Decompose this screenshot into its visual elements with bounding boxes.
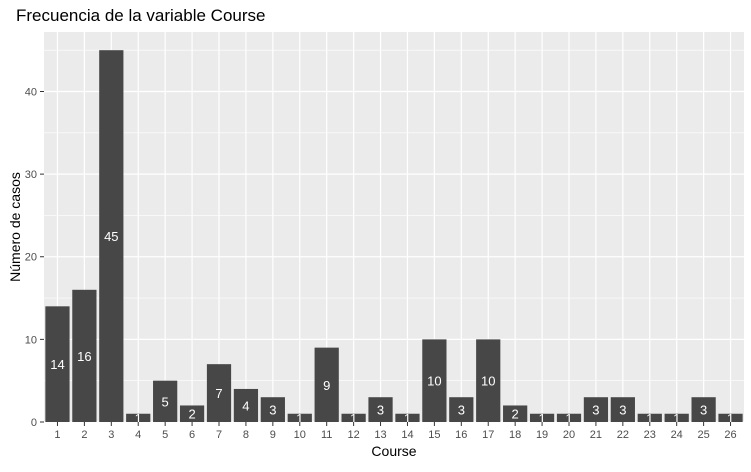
bars	[45, 50, 743, 422]
bar	[637, 413, 662, 422]
bar	[503, 405, 528, 422]
x-tick-label: 1	[54, 429, 60, 441]
x-tick-label: 22	[617, 429, 629, 441]
bar	[718, 413, 743, 422]
bar-value-label: 2	[188, 407, 195, 422]
bar	[583, 397, 609, 422]
bar-value-label: 3	[700, 403, 707, 418]
x-tick-label: 21	[590, 429, 602, 441]
bar	[449, 397, 474, 422]
bar	[529, 413, 555, 422]
x-tick-label: 4	[135, 429, 141, 441]
y-axis: 0 10 20 30 40	[25, 86, 44, 429]
bar-value-label: 2	[512, 407, 519, 422]
x-tick-label: 14	[401, 429, 413, 441]
bar	[233, 388, 259, 422]
bar	[45, 306, 70, 422]
y-tick-label: 10	[25, 334, 37, 346]
bar-value-label: 1	[350, 411, 357, 426]
bar-value-label: 1	[135, 411, 142, 426]
bar	[314, 347, 339, 422]
bar-value-label: 1	[538, 411, 545, 426]
x-tick-label: 24	[671, 429, 683, 441]
y-tick-label: 20	[25, 252, 37, 264]
bar-value-label: 1	[404, 411, 411, 426]
x-tick-label: 17	[482, 429, 494, 441]
bar	[476, 339, 501, 422]
bar-value-label: 3	[458, 403, 465, 418]
bar-value-label: 10	[427, 374, 441, 389]
bar-value-label: 1	[296, 411, 303, 426]
y-tick-label: 0	[31, 417, 37, 429]
bar	[72, 289, 97, 422]
x-tick-label: 2	[81, 429, 87, 441]
bar-value-label: 16	[77, 349, 91, 364]
bar	[691, 397, 716, 422]
x-tick-label: 25	[697, 429, 709, 441]
x-tick-label: 5	[162, 429, 168, 441]
bar	[287, 413, 312, 422]
bar	[341, 413, 366, 422]
bar	[664, 413, 689, 422]
bar-value-label: 10	[481, 374, 495, 389]
x-tick-label: 9	[270, 429, 276, 441]
x-tick-label: 16	[455, 429, 467, 441]
bar-value-label: 3	[619, 403, 626, 418]
x-tick-label: 7	[216, 429, 222, 441]
x-axis: 1 2 3 4 5 6 7 8 9 10 11 12 13 14 15 16 17 18 19 20 21 22 23 24 2…	[54, 422, 737, 441]
x-tick-label: 26	[724, 429, 736, 441]
bar-value-label: 3	[269, 403, 276, 418]
bar-value-label: 7	[215, 386, 222, 401]
bar-value-label: 45	[104, 229, 118, 244]
bar-value-label: 5	[162, 394, 169, 409]
bar	[179, 405, 205, 422]
bar-value-label: 14	[50, 357, 64, 372]
x-tick-label: 19	[536, 429, 548, 441]
x-tick-label: 13	[374, 429, 386, 441]
bar	[260, 397, 285, 422]
plot-panel	[44, 32, 744, 422]
bar	[99, 50, 124, 422]
x-tick-label: 8	[243, 429, 249, 441]
bar-value-label: 9	[323, 378, 330, 393]
chart-title: Frecuencia de la variable Course	[16, 6, 265, 25]
bar-value-label: 4	[242, 398, 249, 413]
bar-value-label: 3	[592, 403, 599, 418]
x-tick-label: 10	[294, 429, 306, 441]
y-tick-label: 30	[25, 169, 37, 181]
x-tick-label: 15	[428, 429, 440, 441]
bar-value-label: 1	[673, 411, 680, 426]
bar	[422, 339, 447, 422]
x-tick-label: 20	[563, 429, 575, 441]
x-tick-label: 18	[509, 429, 521, 441]
bar	[153, 380, 178, 422]
x-tick-label: 11	[321, 429, 332, 441]
x-tick-label: 12	[347, 429, 359, 441]
grid-minor	[44, 49, 744, 381]
bar	[368, 397, 393, 422]
bar-value-label: 1	[565, 411, 572, 426]
bar-value-label: 1	[646, 411, 653, 426]
y-tick-label: 40	[25, 86, 37, 98]
bar	[556, 413, 582, 422]
bar	[206, 364, 232, 422]
bar	[610, 397, 635, 422]
bar-value-label: 1	[727, 411, 734, 426]
bar	[395, 413, 420, 422]
x-tick-label: 6	[189, 429, 195, 441]
x-tick-label: 3	[108, 429, 114, 441]
bar-value-label: 3	[377, 403, 384, 418]
x-axis-title: Course	[371, 443, 416, 459]
x-tick-label: 23	[644, 429, 656, 441]
y-axis-title: Número de casos	[7, 172, 23, 282]
bar-labels: 14 16 45 1 5 2 7 4 3 1 9 1 3 1 10 3 10 2 1 1 3 3 1 1 3 1	[50, 229, 734, 426]
bar	[126, 413, 151, 422]
